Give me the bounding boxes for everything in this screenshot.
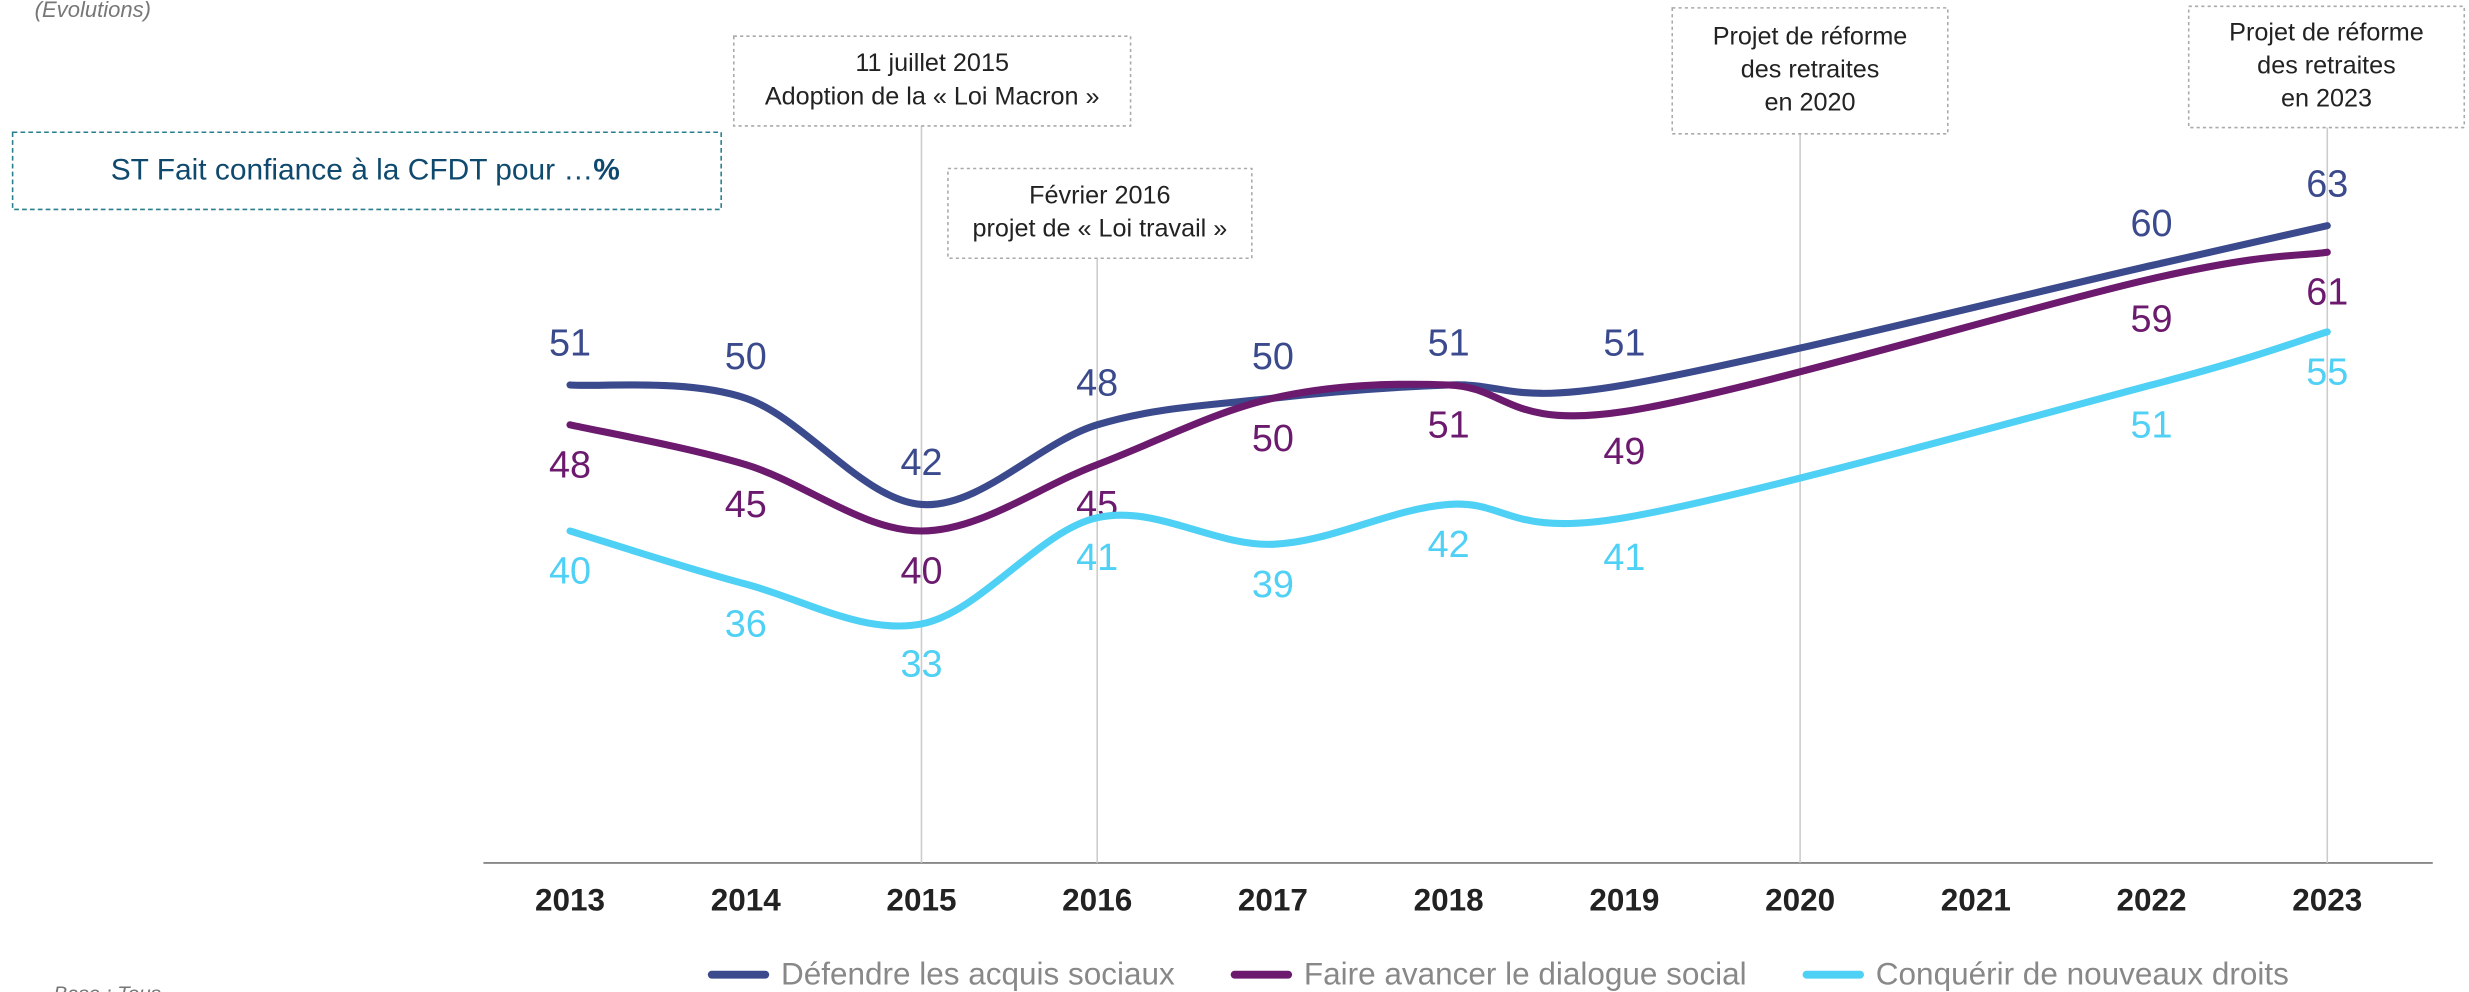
data-label: 51: [1603, 323, 1645, 365]
series-line: [566, 222, 2331, 509]
annotation-text: Projet de réforme: [2229, 19, 2424, 47]
data-label: 55: [2306, 351, 2348, 393]
annotation-text: Adoption de la « Loi Macron »: [765, 82, 1100, 110]
x-tick-label: 2021: [1941, 882, 2011, 918]
data-label: 41: [1603, 537, 1645, 579]
x-tick-label: 2014: [711, 882, 782, 918]
data-label: 45: [725, 484, 767, 526]
box-title-bold: %: [593, 154, 620, 187]
x-tick-label: 2015: [886, 882, 956, 918]
data-label: 48: [1076, 362, 1118, 404]
data-label: 33: [900, 643, 942, 685]
data-label: 42: [900, 442, 942, 484]
annotation-text: en 2020: [1764, 89, 1855, 117]
data-label: 42: [1428, 524, 1470, 566]
data-label: 50: [1252, 418, 1294, 460]
data-label: 51: [1428, 404, 1470, 446]
data-label: 51: [2131, 404, 2173, 446]
legend-label: Faire avancer le dialogue social: [1304, 956, 1747, 992]
annotation-text: en 2023: [2281, 85, 2372, 113]
data-label: 61: [2306, 272, 2348, 314]
x-tick-label: 2018: [1414, 882, 1484, 918]
x-tick-label: 2023: [2292, 882, 2362, 918]
box-title: ST Fait confiance à la CFDT pour …%: [111, 154, 620, 187]
annotation-text: Février 2016: [1029, 181, 1170, 209]
annotation-text: des retraites: [1741, 56, 1880, 84]
legend-label: Défendre les acquis sociaux: [781, 956, 1175, 992]
annotation-text: des retraites: [2257, 52, 2396, 80]
legend-item: Conquérir de nouveaux droits: [1802, 956, 2289, 992]
x-tick-label: 2016: [1062, 882, 1132, 918]
x-tick-label: 2013: [535, 882, 605, 918]
legend-item: Faire avancer le dialogue social: [1230, 956, 1747, 992]
data-label: 51: [1428, 323, 1470, 365]
footnote: Base : Tous: [54, 983, 161, 992]
box-title-text: ST Fait confiance à la CFDT pour …: [111, 154, 594, 187]
x-tick-label: 2019: [1589, 882, 1659, 918]
data-label: 40: [549, 551, 591, 593]
annotation-box: [732, 35, 1132, 127]
x-tick-label: 2017: [1238, 882, 1308, 918]
legend-label: Conquérir de nouveaux droits: [1876, 956, 2289, 992]
data-label: 50: [725, 336, 767, 378]
data-label: 40: [900, 551, 942, 593]
annotation-text: projet de « Loi travail »: [972, 215, 1227, 243]
data-label: 50: [1252, 336, 1294, 378]
legend-item: Défendre les acquis sociaux: [707, 956, 1175, 992]
x-tick-label: 2022: [2117, 882, 2187, 918]
data-label: 48: [549, 444, 591, 486]
data-label: 36: [725, 604, 767, 646]
data-label: 51: [549, 323, 591, 365]
data-label: 60: [2131, 203, 2173, 245]
annotation-box: [1671, 7, 1949, 135]
data-label: 41: [1076, 537, 1118, 579]
data-label: 59: [2131, 298, 2173, 340]
annotation-box: [947, 167, 1253, 260]
annotation-text: Projet de réforme: [1713, 22, 1908, 50]
annotation-text: 11 juillet 2015: [855, 49, 1009, 77]
x-tick-label: 2020: [1765, 882, 1835, 918]
data-label: 39: [1252, 564, 1294, 606]
subtitle: (Evolutions): [35, 0, 151, 22]
series-line: [566, 328, 2331, 630]
title-box: [11, 131, 722, 211]
data-label: 49: [1603, 431, 1645, 473]
series-line: [566, 248, 2331, 535]
annotation-box: [2187, 5, 2466, 129]
data-label: 63: [2306, 163, 2348, 205]
